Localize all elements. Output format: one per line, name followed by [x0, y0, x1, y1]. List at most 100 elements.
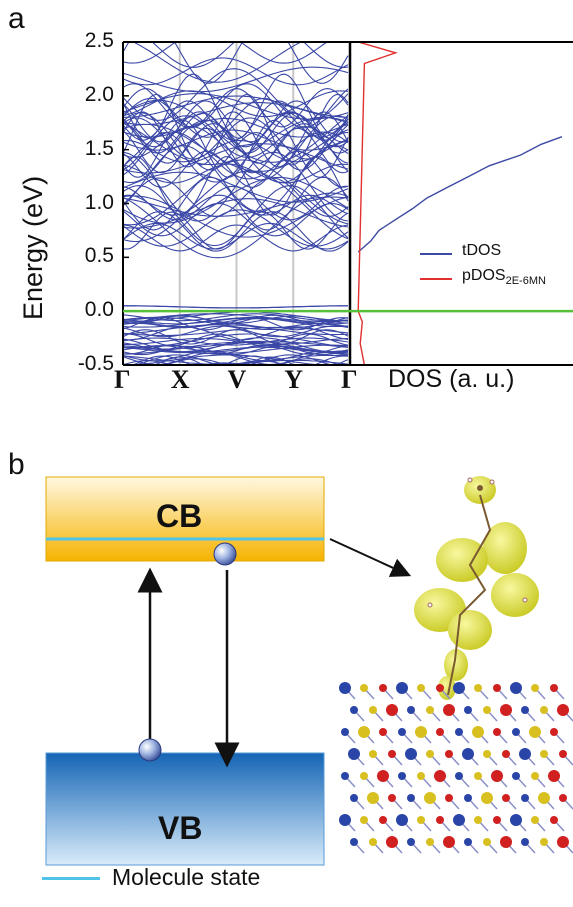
- slab-atom: [462, 748, 474, 760]
- k-point-label: X: [170, 365, 190, 394]
- slab-atom: [434, 770, 446, 782]
- conduction-band: [45, 476, 325, 562]
- slab-atom: [493, 728, 501, 736]
- slab-atom: [417, 684, 425, 692]
- band-line: [123, 176, 349, 224]
- band-line: [123, 313, 349, 322]
- slab-atom: [443, 836, 455, 848]
- slab-atom: [407, 794, 415, 802]
- band-line: [123, 337, 349, 353]
- band-line: [123, 316, 349, 328]
- slab-atom: [529, 726, 541, 738]
- slab-atom: [350, 794, 358, 802]
- band-line: [123, 42, 328, 64]
- pdos-curve: [357, 42, 398, 365]
- slab-atom: [491, 770, 503, 782]
- slab-atom: [396, 682, 408, 694]
- band-line: [123, 117, 349, 138]
- slab-atom: [493, 684, 501, 692]
- band-line: [123, 145, 349, 213]
- y-tick-label: 1.0: [84, 190, 114, 214]
- slab-atom: [481, 792, 493, 804]
- tdos-curve: [357, 136, 563, 253]
- slab-atom: [531, 684, 539, 692]
- slab-atom: [474, 816, 482, 824]
- slab-atom: [540, 838, 548, 846]
- slab-atom: [474, 684, 482, 692]
- band-line: [123, 57, 349, 86]
- band-line: [123, 126, 349, 158]
- slab-atom: [510, 814, 522, 826]
- band-line: [123, 344, 349, 355]
- slab-atom: [472, 726, 484, 738]
- band-line: [123, 68, 349, 121]
- slab-atom: [455, 772, 463, 780]
- pdos-legend-line: [420, 278, 452, 280]
- band-line: [123, 322, 349, 329]
- band-line: [123, 345, 349, 356]
- band-line: [123, 324, 349, 336]
- panel-b-letter: b: [8, 448, 25, 481]
- tdos-legend-line: [420, 253, 452, 255]
- band-line: [123, 176, 349, 231]
- slab-atom: [512, 772, 520, 780]
- slab-atom: [474, 772, 482, 780]
- band-line: [123, 185, 349, 247]
- valence-band: [45, 752, 325, 866]
- band-line: [123, 129, 349, 151]
- slab-atom: [445, 794, 453, 802]
- slab-atom: [388, 750, 396, 758]
- y-tick-label: 2.5: [84, 29, 114, 52]
- band-line: [123, 333, 349, 347]
- band-structure-chart: [122, 41, 573, 366]
- electron-ball-vb: [138, 738, 162, 762]
- slab-atom: [360, 684, 368, 692]
- band-line: [123, 315, 349, 324]
- slab-atom: [436, 684, 444, 692]
- slab-atom: [415, 726, 427, 738]
- pointer-arrow: [329, 538, 412, 577]
- slab-atom: [388, 794, 396, 802]
- dos-curves: [357, 42, 563, 365]
- slab-atom: [398, 728, 406, 736]
- band-line: [123, 344, 349, 355]
- slab-atom: [426, 706, 434, 714]
- band-line: [123, 177, 349, 217]
- slab-atom: [540, 750, 548, 758]
- pdos-legend-label: pDOS2E-6MN: [462, 267, 546, 288]
- slab-atom: [339, 814, 351, 826]
- slab-atom: [341, 772, 349, 780]
- y-tick-label: 0.0: [84, 298, 114, 322]
- band-line: [123, 202, 349, 237]
- slab-atom: [502, 794, 510, 802]
- band-line: [198, 362, 249, 365]
- slab-atom: [500, 836, 512, 848]
- slab-atom: [557, 836, 569, 848]
- slab-atom: [405, 748, 417, 760]
- dos-axis-label: DOS (a. u.): [388, 365, 515, 393]
- band-line: [123, 163, 349, 184]
- band-line: [130, 355, 349, 365]
- band-line: [123, 100, 349, 143]
- slab-atom: [398, 772, 406, 780]
- slab-atom: [521, 838, 529, 846]
- band-line: [123, 192, 349, 259]
- k-point-label: Γ: [341, 365, 358, 394]
- band-line: [123, 326, 349, 341]
- slab-atom: [540, 706, 548, 714]
- band-line: [164, 358, 342, 365]
- band-line: [123, 111, 349, 168]
- slab-atom: [443, 704, 455, 716]
- k-point-label: V: [227, 365, 247, 394]
- band-line: [123, 93, 349, 166]
- slab-atom: [483, 838, 491, 846]
- slab-atom: [386, 836, 398, 848]
- slab-atom: [379, 728, 387, 736]
- band-line: [123, 337, 349, 346]
- slab-atom: [386, 704, 398, 716]
- crystal-slab: [339, 682, 573, 854]
- band-line: [123, 88, 349, 128]
- band-line: [123, 224, 349, 252]
- y-tick-label: 0.5: [84, 244, 114, 268]
- band-line: [123, 156, 349, 216]
